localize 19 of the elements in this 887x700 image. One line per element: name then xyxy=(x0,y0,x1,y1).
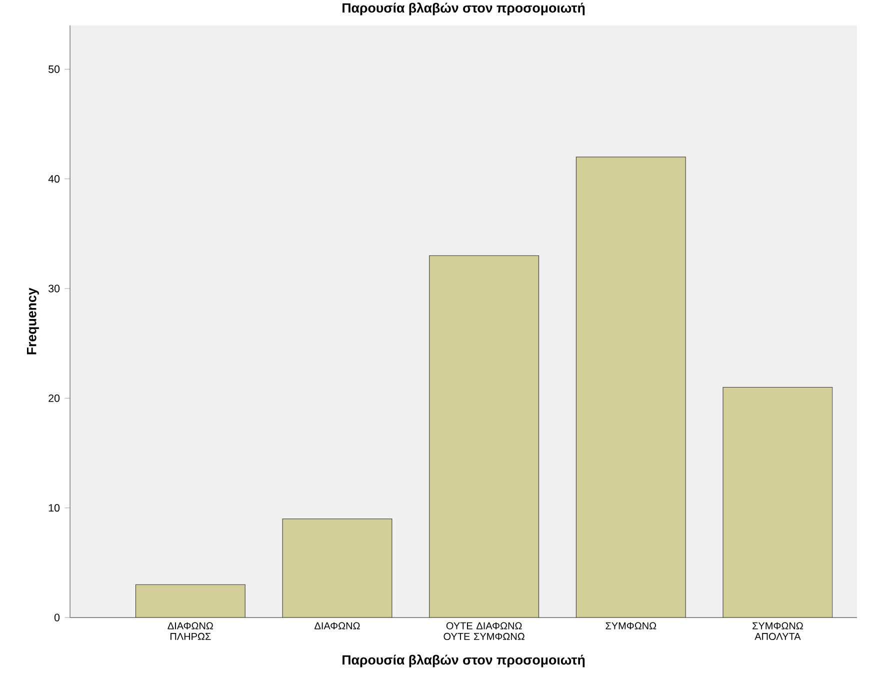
x-tick-label: ΣΥΜΦΩΝΩ xyxy=(606,622,656,630)
x-tick-label: ΣΥΜΦΩΝΩ ΑΠΟΛΥΤΑ xyxy=(752,622,803,640)
bar xyxy=(429,255,540,618)
chart-title: Παρουσία βλαβών στον προσομοιωτή xyxy=(342,2,585,16)
bar xyxy=(135,584,246,618)
y-tick-label: 40 xyxy=(48,174,60,183)
y-axis-title: Frequency xyxy=(27,288,39,354)
y-tick-label: 10 xyxy=(48,504,60,512)
x-tick-label: ΔΙΑΦΩΝΩ xyxy=(314,622,360,630)
bar xyxy=(722,386,833,618)
bar xyxy=(282,518,392,618)
x-tick-label: ΟΥΤΕ ΔΙΑΦΩΝΩ ΟΥΤΕ ΣΥΜΦΩΝΩ xyxy=(444,622,524,640)
y-tick-label: 30 xyxy=(48,284,60,292)
y-tick-label: 20 xyxy=(48,394,60,402)
x-tick-label: ΔΙΑΦΩΝΩ ΠΛΗΡΩΣ xyxy=(168,622,214,640)
y-tick-label: 50 xyxy=(48,65,60,73)
bar xyxy=(576,156,686,618)
x-axis-title: Παρουσία βλαβών στον προσομοιωτή xyxy=(342,654,585,668)
y-tick-label: 0 xyxy=(54,614,60,622)
